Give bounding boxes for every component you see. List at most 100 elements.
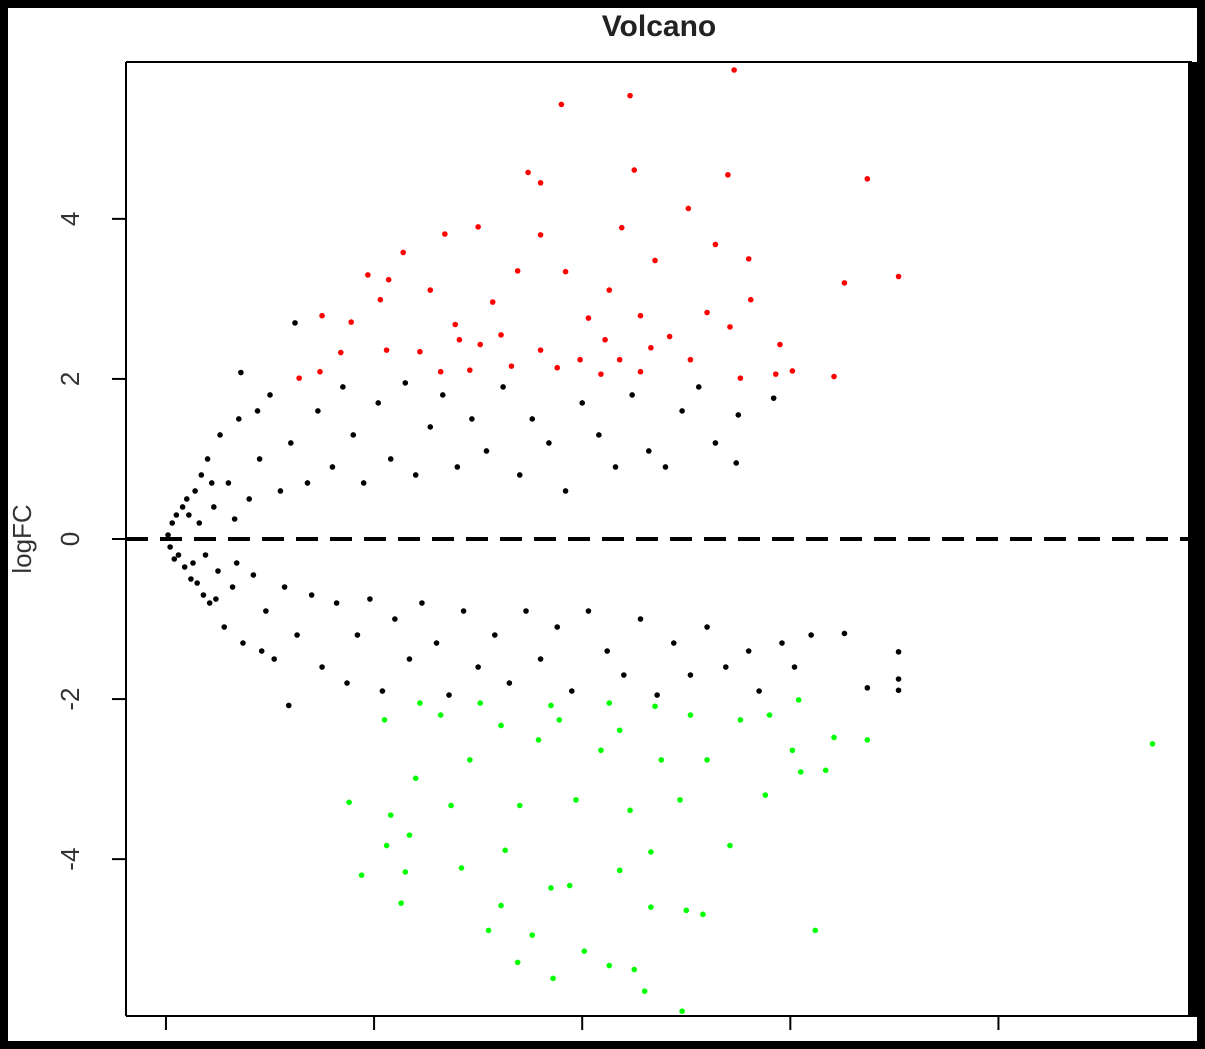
point: [381, 717, 388, 723]
point: [398, 900, 404, 906]
point: [554, 364, 561, 371]
point: [585, 608, 592, 614]
point: [621, 672, 627, 678]
point: [337, 349, 344, 356]
point: [646, 448, 652, 454]
point: [383, 347, 390, 353]
point: [737, 375, 744, 381]
point: [550, 975, 556, 982]
point: [779, 640, 785, 646]
point: [687, 672, 694, 678]
point: [454, 464, 461, 470]
point: [546, 440, 552, 446]
point: [344, 680, 350, 686]
point: [383, 842, 390, 849]
point: [208, 480, 215, 486]
point: [183, 496, 190, 502]
point: [654, 692, 660, 698]
point: [456, 336, 463, 343]
point: [704, 309, 710, 316]
point: [791, 664, 798, 670]
point: [167, 544, 173, 550]
point: [200, 592, 207, 598]
point: [537, 180, 544, 186]
point: [895, 676, 902, 682]
point: [502, 847, 508, 854]
point: [354, 632, 361, 638]
point: [202, 552, 209, 558]
point: [648, 904, 654, 910]
point: [417, 700, 423, 706]
point: [727, 842, 733, 849]
point: [296, 375, 302, 381]
point: [271, 656, 277, 662]
point: [652, 703, 658, 710]
point: [240, 640, 246, 646]
point: [204, 456, 211, 462]
point: [573, 797, 579, 803]
point: [895, 687, 902, 694]
point: [508, 363, 515, 369]
point: [658, 757, 665, 763]
point: [340, 384, 346, 390]
point: [500, 384, 506, 390]
point: [277, 488, 284, 494]
point: [568, 688, 575, 694]
point: [437, 712, 444, 718]
y-tick-label: 2: [55, 372, 85, 386]
point: [604, 648, 610, 654]
point: [469, 416, 475, 422]
point: [685, 205, 692, 212]
point: [679, 408, 685, 414]
point: [637, 312, 644, 319]
point: [442, 231, 448, 237]
point: [460, 608, 467, 614]
point: [192, 488, 198, 494]
point: [412, 775, 419, 782]
point: [670, 640, 677, 646]
point: [516, 472, 523, 478]
point: [516, 802, 523, 809]
point: [319, 664, 325, 670]
point: [652, 257, 658, 264]
point: [831, 734, 837, 741]
point: [412, 472, 419, 478]
point: [329, 464, 336, 470]
point: [292, 320, 298, 326]
point: [281, 584, 288, 590]
point: [733, 460, 740, 466]
point: [350, 432, 357, 438]
point: [537, 656, 544, 662]
point: [537, 232, 544, 238]
point: [1149, 741, 1156, 747]
point: [186, 512, 192, 518]
point: [246, 496, 253, 502]
point: [433, 640, 440, 646]
point: [181, 564, 188, 570]
point: [467, 367, 473, 373]
point: [254, 408, 261, 414]
point: [213, 596, 219, 602]
point: [529, 932, 536, 938]
point: [365, 272, 371, 278]
point: [402, 869, 409, 875]
point: [766, 712, 773, 718]
point: [489, 299, 496, 305]
point: [606, 287, 613, 293]
point: [360, 480, 367, 486]
point: [437, 368, 444, 375]
point: [606, 700, 613, 706]
point: [225, 480, 232, 486]
point: [756, 688, 762, 694]
point: [562, 268, 569, 275]
point: [641, 988, 648, 994]
point: [864, 737, 871, 743]
point: [727, 324, 733, 330]
point: [514, 959, 521, 966]
point: [196, 520, 203, 526]
point: [387, 812, 394, 818]
point: [777, 341, 783, 348]
point: [475, 664, 481, 670]
point: [377, 296, 384, 303]
